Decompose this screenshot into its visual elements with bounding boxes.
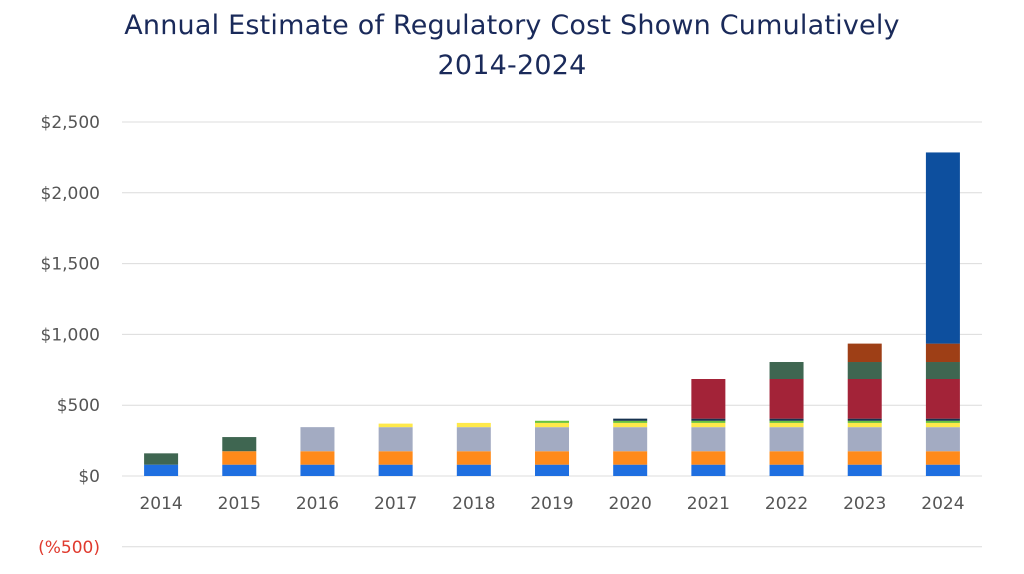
- x-tick-label: 2015: [218, 494, 261, 514]
- bar-2020-seg3: [613, 427, 648, 452]
- chart-subtitle: 2014-2024: [437, 50, 587, 81]
- bar-2021-seg7: [691, 379, 726, 419]
- bar-2016-seg3: [300, 427, 335, 452]
- bar-2023-seg2: [847, 451, 882, 465]
- x-tick-label: 2024: [921, 494, 964, 514]
- bar-2022-seg1: [769, 464, 804, 476]
- y-tick-label: $1,000: [41, 325, 100, 345]
- bar-2018-seg3: [456, 427, 491, 452]
- bar-2016-seg2: [300, 451, 335, 465]
- bar-2014-seg8: [144, 453, 179, 465]
- bar-2021-seg3: [691, 427, 726, 452]
- bar-2021-seg6: [691, 418, 726, 421]
- bar-2022-seg8: [769, 362, 804, 380]
- x-axis-ticks: 2014 2015 2016 2017 2018 2019 2020 2021 2022 2023…: [139, 494, 964, 514]
- bar-2022-seg4: [769, 422, 804, 428]
- bar-2020-seg4: [613, 422, 648, 428]
- bar-2019-seg5: [535, 420, 569, 423]
- bar-2019-seg3: [535, 427, 569, 452]
- bar-2017-seg2: [378, 451, 413, 465]
- y-tick-label: $2,500: [41, 113, 100, 133]
- bar-2024-seg2: [925, 451, 960, 465]
- bar-2023-seg6: [847, 418, 882, 421]
- bar-2022-seg6: [769, 418, 804, 421]
- x-tick-label: 2017: [374, 494, 417, 514]
- bar-2023-seg8: [847, 362, 882, 380]
- y-tick-label: $500: [57, 396, 100, 416]
- bar-2023-seg5: [847, 420, 882, 423]
- bar-2021-seg1: [691, 464, 726, 476]
- bar-2020-seg2: [613, 451, 648, 465]
- y-tick-label: (%500): [38, 538, 100, 558]
- bar-2024-seg10: [925, 152, 960, 344]
- x-tick-label: 2022: [765, 494, 808, 514]
- bar-2021-seg4: [691, 422, 726, 428]
- bar-2024-seg1: [925, 464, 960, 476]
- x-tick-label: 2019: [530, 494, 573, 514]
- bar-2015-seg8: [222, 437, 257, 452]
- bar-2024-seg9: [925, 343, 960, 363]
- gridlines: [122, 121, 982, 548]
- bar-2022-seg7: [769, 379, 804, 419]
- bar-2021-seg2: [691, 451, 726, 465]
- bar-2024-seg4: [925, 422, 960, 428]
- bar-2019-seg2: [535, 451, 569, 465]
- bar-2018-seg2: [456, 451, 491, 465]
- bar-2017-seg3: [378, 427, 413, 452]
- x-tick-label: 2023: [843, 494, 886, 514]
- bar-2024-seg5: [925, 420, 960, 423]
- bar-2022-seg2: [769, 451, 804, 465]
- bar-2023-seg4: [847, 422, 882, 428]
- bar-2016-seg1: [300, 464, 335, 476]
- bar-2024-seg3: [925, 427, 960, 452]
- bar-2023-seg7: [847, 379, 882, 419]
- bar-2023-seg1: [847, 464, 882, 476]
- bar-2024-seg8: [925, 362, 960, 380]
- x-tick-label: 2018: [452, 494, 495, 514]
- chart-title: Annual Estimate of Regulatory Cost Shown…: [124, 10, 900, 41]
- bar-2024-seg6: [925, 418, 960, 421]
- bar-2015-seg2: [222, 451, 257, 465]
- x-tick-label: 2014: [139, 494, 182, 514]
- y-tick-label: $0: [78, 467, 100, 487]
- bar-2024-seg7: [925, 379, 960, 419]
- x-tick-label: 2020: [609, 494, 652, 514]
- x-tick-label: 2016: [296, 494, 339, 514]
- bar-2015-seg1: [222, 464, 257, 476]
- bar-2023-seg9: [847, 343, 882, 363]
- x-tick-label: 2021: [687, 494, 730, 514]
- bar-2020-seg1: [613, 464, 648, 476]
- bar-2022-seg3: [769, 427, 804, 452]
- bar-2020-seg5: [613, 420, 648, 423]
- bar-2017-seg4: [378, 423, 413, 428]
- bar-2022-seg5: [769, 420, 804, 423]
- bar-2019-seg4: [535, 422, 569, 428]
- bars: [144, 152, 960, 476]
- bar-2014-seg1: [144, 464, 179, 476]
- bar-2017-seg1: [378, 464, 413, 476]
- bar-2023-seg3: [847, 427, 882, 452]
- y-axis-ticks: $2,500 $2,000 $1,500 $1,000 $500 $0 (%500): [38, 113, 100, 558]
- bar-2021-seg5: [691, 420, 726, 423]
- bar-2020-seg6: [613, 418, 648, 421]
- bar-2018-seg4: [456, 422, 491, 428]
- bar-2018-seg1: [456, 464, 491, 476]
- bar-2019-seg1: [535, 464, 569, 476]
- y-tick-label: $1,500: [41, 255, 100, 275]
- y-tick-label: $2,000: [41, 184, 100, 204]
